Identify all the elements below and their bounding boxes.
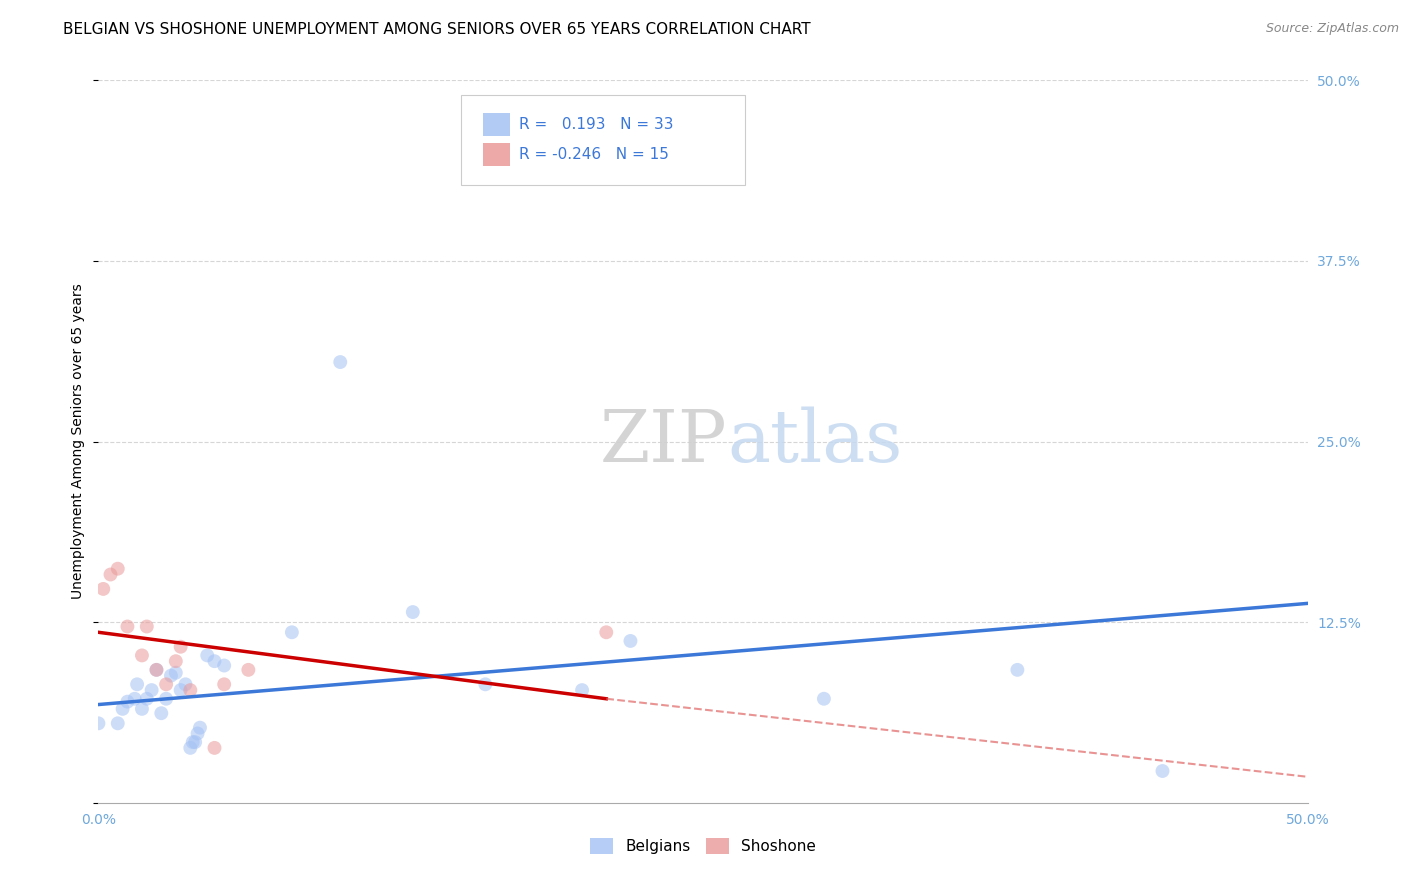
Point [145,663,167,677]
Point [619,634,641,648]
FancyBboxPatch shape [461,95,745,185]
Point [813,691,835,706]
Point [238,663,260,677]
FancyBboxPatch shape [482,112,509,136]
Point [100,567,122,582]
Point [107,716,129,731]
Point [155,677,177,691]
Point [571,683,593,698]
Point [204,740,226,755]
Point [124,691,146,706]
Point [181,735,204,749]
Point [87,716,110,731]
Point [169,640,191,654]
Point [1152,764,1174,778]
Point [169,683,191,698]
Point [179,740,201,755]
Point [212,677,235,691]
Point [111,702,134,716]
Point [595,625,617,640]
Point [165,665,187,680]
Point [281,625,304,640]
Point [179,683,201,698]
Point [184,735,207,749]
Point [155,691,177,706]
Point [174,677,197,691]
Text: Source: ZipAtlas.com: Source: ZipAtlas.com [1265,22,1399,36]
Y-axis label: Unemployment Among Seniors over 65 years: Unemployment Among Seniors over 65 years [72,284,86,599]
Point [402,605,425,619]
FancyBboxPatch shape [482,143,509,166]
Text: BELGIAN VS SHOSHONE UNEMPLOYMENT AMONG SENIORS OVER 65 YEARS CORRELATION CHART: BELGIAN VS SHOSHONE UNEMPLOYMENT AMONG S… [63,22,811,37]
Point [187,726,209,740]
Point [135,619,157,633]
Point [150,706,173,721]
Point [117,695,139,709]
Point [131,702,153,716]
Point [127,677,149,691]
Point [204,654,226,668]
Text: R = -0.246   N = 15: R = -0.246 N = 15 [519,147,669,162]
Point [117,619,139,633]
Point [141,683,163,698]
Point [188,721,211,735]
Point [145,663,167,677]
Text: R =   0.193   N = 33: R = 0.193 N = 33 [519,117,673,132]
Point [107,562,129,576]
Point [91,582,114,596]
Point [1007,663,1029,677]
Point [329,355,352,369]
Point [131,648,153,663]
Point [212,658,235,673]
Text: atlas: atlas [727,406,903,477]
Point [474,677,496,691]
Point [160,668,183,682]
Point [195,648,218,663]
Point [135,691,157,706]
Legend: Belgians, Shoshone: Belgians, Shoshone [583,832,823,860]
Text: ZIP: ZIP [600,406,727,477]
Point [165,654,187,668]
